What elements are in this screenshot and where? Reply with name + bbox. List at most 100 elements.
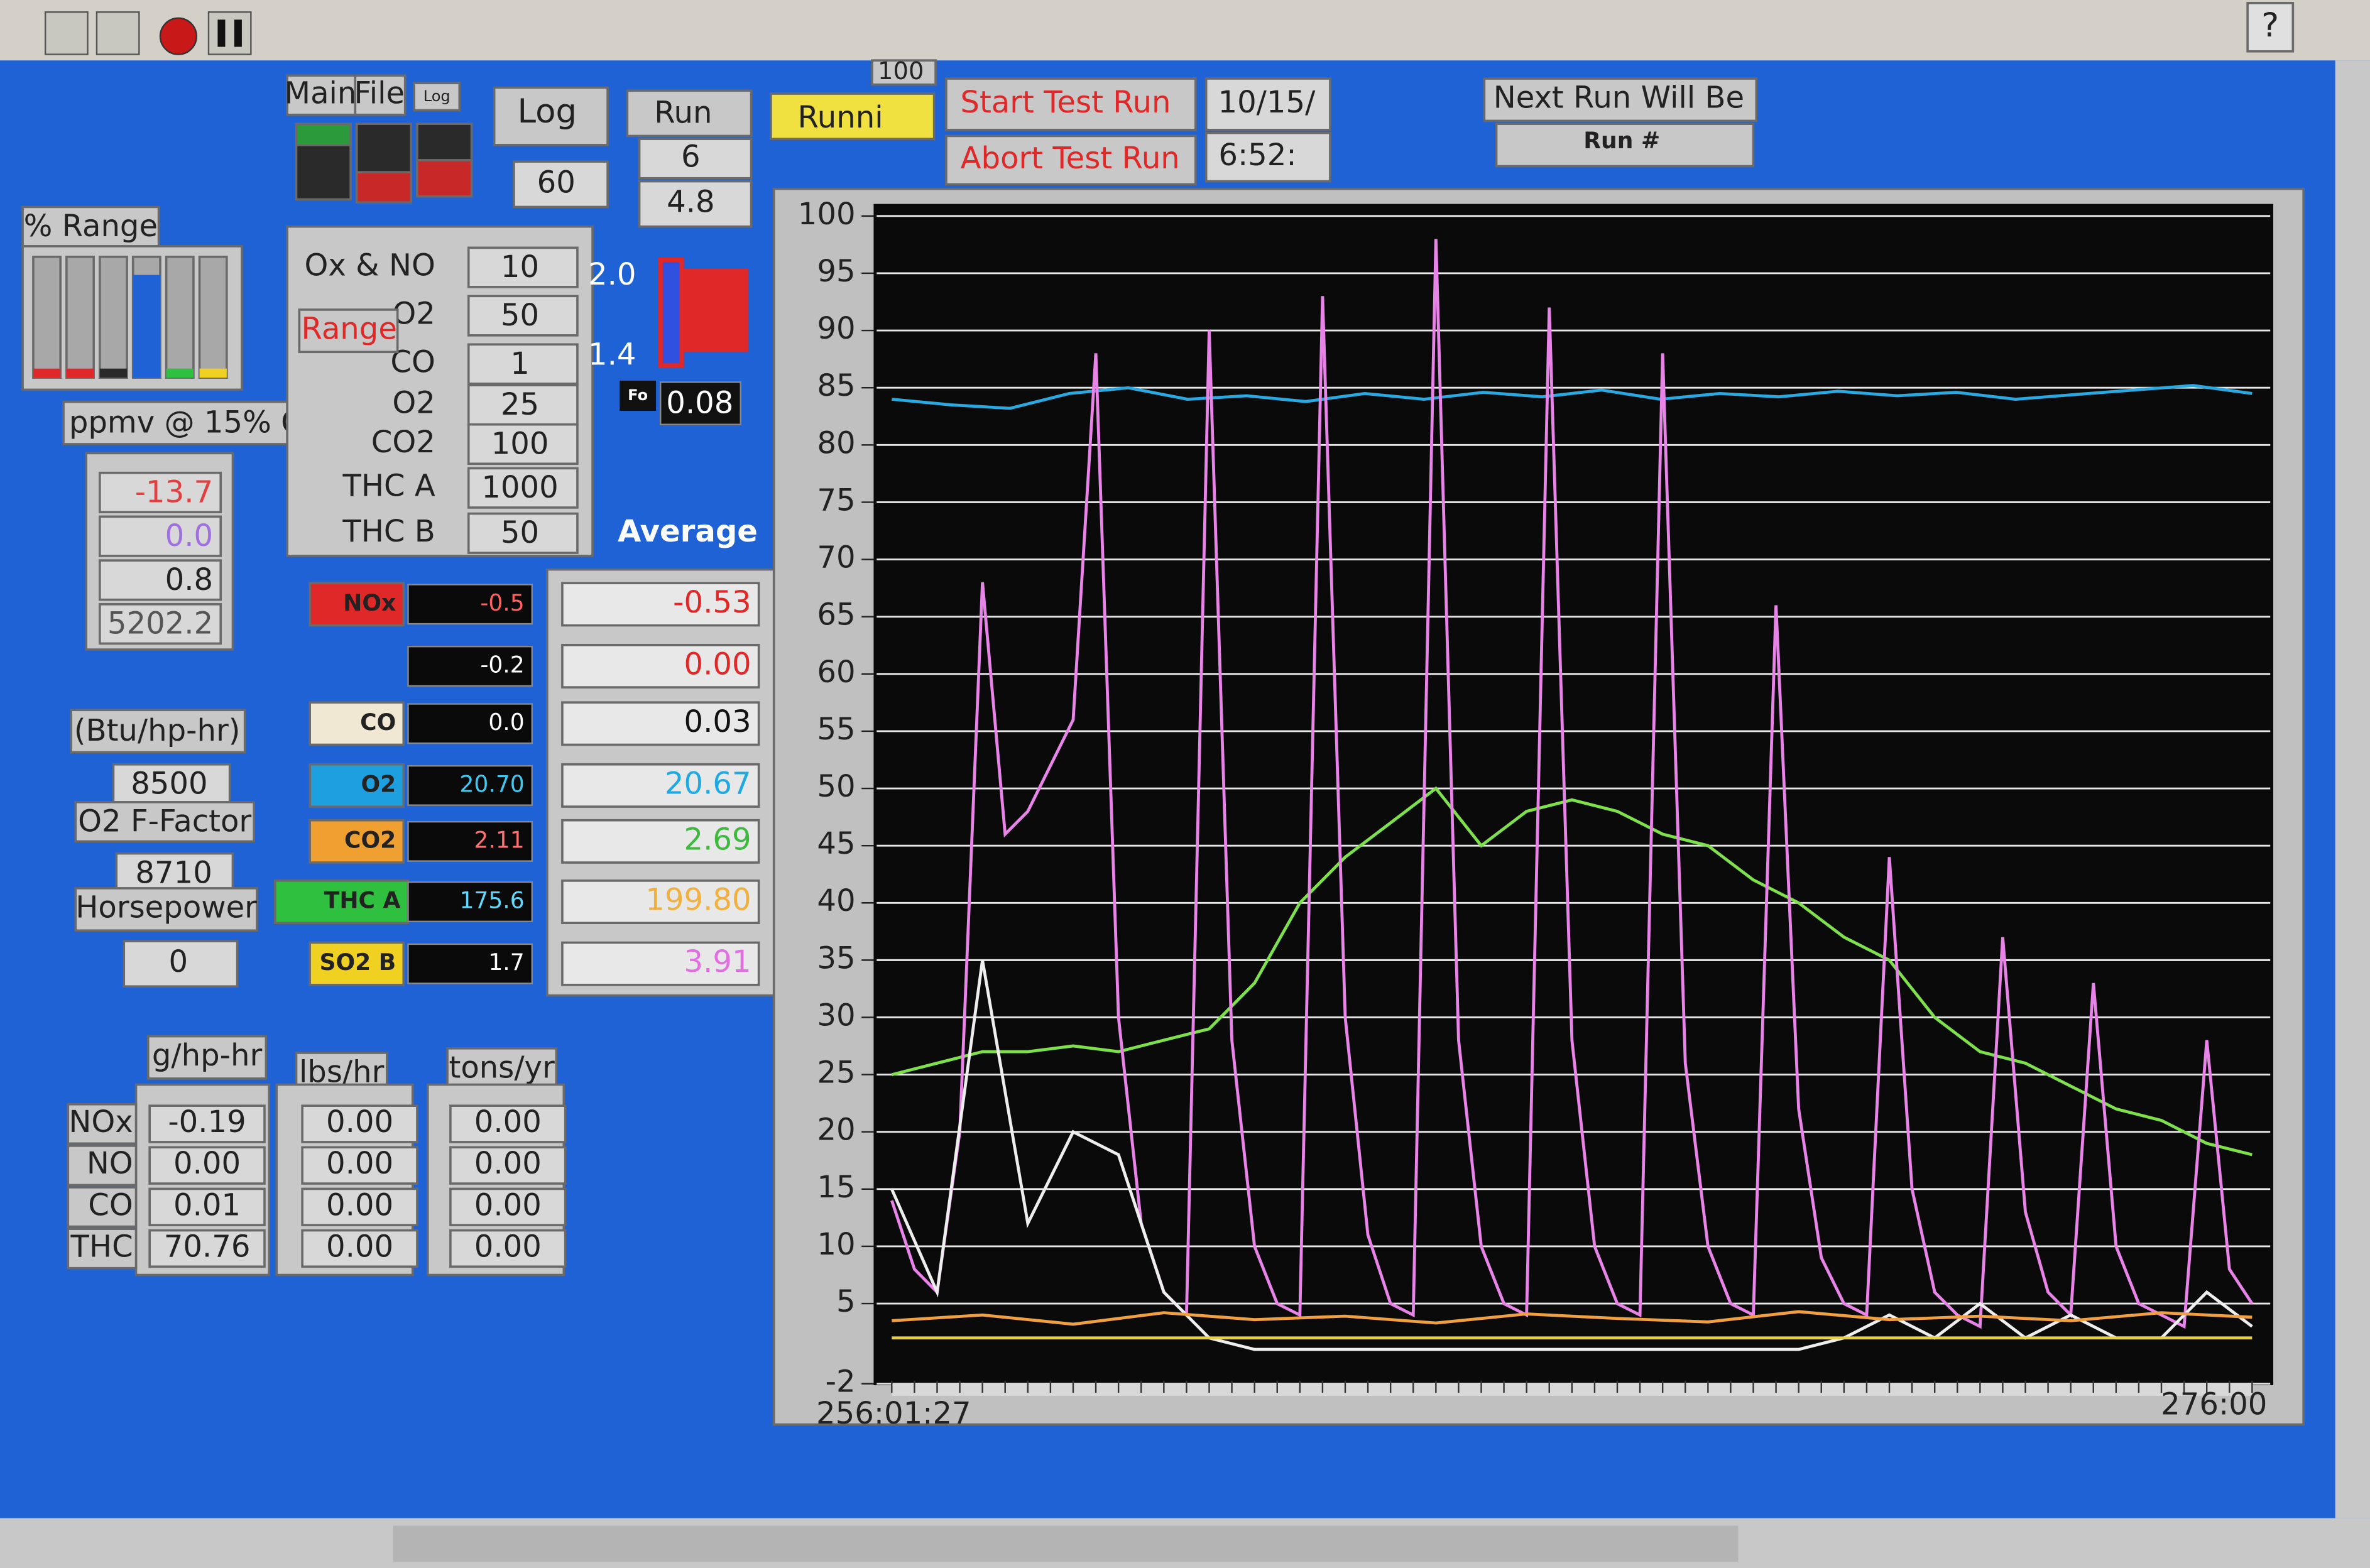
range-row-value: 100 (491, 426, 549, 461)
average-box (561, 819, 760, 864)
stop-icon[interactable] (159, 17, 197, 55)
emission-value: 0.00 (326, 1229, 393, 1264)
current-box (407, 943, 533, 984)
value-box (98, 515, 222, 557)
gas-current: -0.5 (480, 590, 524, 616)
gas-name: CO (360, 709, 396, 736)
horsepower-value: 0 (169, 944, 188, 979)
abort-button[interactable] (945, 134, 1197, 186)
gas-current: 1.7 (488, 949, 524, 976)
emission-value: 0.00 (474, 1104, 542, 1140)
date-value: 10/15/ (1218, 85, 1316, 120)
series-line (892, 1310, 2253, 1326)
row-label-box (67, 1186, 138, 1228)
row-label-box (67, 1228, 138, 1270)
run-number-value: 6 (681, 139, 701, 174)
row-label-box (67, 1102, 138, 1145)
menu-button[interactable] (354, 74, 407, 116)
emission-value: 0.00 (326, 1146, 393, 1181)
color-bar (658, 257, 684, 368)
average-box (561, 879, 760, 925)
toolbar (0, 0, 2370, 61)
counter (871, 59, 937, 86)
start-button[interactable] (945, 77, 1197, 131)
range-row-value: 10 (501, 249, 539, 285)
value-box (148, 1104, 266, 1143)
y-tick-label: -2 (826, 1364, 856, 1400)
column-header (146, 1035, 268, 1080)
range-row-label: O2 (392, 385, 435, 420)
y-tick-label: 30 (817, 998, 855, 1033)
range-row-value: 25 (501, 387, 539, 422)
factor-label-box (74, 887, 258, 932)
unit-label: ppmv @ 15% O2 (69, 405, 324, 440)
emission-value: 0.00 (326, 1104, 393, 1140)
y-tick-label: 90 (817, 311, 855, 346)
gas-average: 3.91 (684, 944, 751, 979)
run-value (638, 180, 753, 228)
run-button[interactable] (626, 89, 753, 138)
emission-value: 0.00 (474, 1146, 542, 1181)
range-row-value: 50 (501, 298, 539, 333)
x-label: 276:00 (2161, 1387, 2267, 1422)
range-input (467, 246, 579, 288)
range-bar-fill (66, 368, 94, 378)
log-interval-value: 60 (537, 165, 576, 200)
pause-icon[interactable] (207, 11, 252, 55)
value-box (449, 1104, 567, 1143)
fo-label: Fo (628, 386, 648, 404)
gas-current: 175.6 (459, 888, 524, 914)
current-box (407, 881, 533, 923)
scroll-thumb[interactable] (393, 1525, 1739, 1562)
gas-average: 0.03 (684, 704, 751, 739)
column-label: tons/yr (449, 1050, 555, 1085)
current-box (407, 645, 533, 687)
log-small-button[interactable] (413, 82, 461, 112)
range-input (467, 512, 579, 554)
average-box (561, 582, 760, 627)
range-row-value: 1 (510, 346, 530, 381)
gas-average: 20.67 (665, 766, 751, 801)
value-box (98, 559, 222, 601)
range-row-label: THC A (342, 469, 435, 504)
range-input (467, 295, 579, 337)
range-bar-fill (166, 368, 194, 378)
range-bar (65, 255, 95, 379)
log-interval (513, 160, 609, 209)
repeat-icon[interactable] (96, 11, 140, 55)
range-input (467, 467, 579, 509)
horsepower-label: Horsepower (75, 890, 257, 925)
range-overlay-label: Range (301, 312, 396, 347)
next-run (1483, 77, 1758, 122)
log-small-label: Log (423, 87, 451, 105)
indicator (416, 159, 473, 198)
log-button[interactable] (493, 86, 609, 146)
gas-name-box (309, 701, 405, 746)
pause-bar (234, 19, 242, 47)
y-tick-label: 45 (817, 826, 855, 861)
range-bar (198, 255, 228, 379)
row-label: NOx (68, 1104, 133, 1140)
indicator (295, 122, 352, 146)
series-line (892, 384, 2253, 410)
color-swatch (683, 269, 748, 352)
current-box (407, 765, 533, 806)
status-text: Runni (797, 100, 883, 135)
run-icon[interactable] (44, 11, 89, 55)
y-tick-label: 40 (817, 883, 855, 918)
help-button[interactable] (2246, 2, 2295, 53)
scale-value-box (660, 381, 741, 425)
gas-name: SO2 B (319, 949, 396, 976)
emission-value: 0.01 (173, 1187, 241, 1222)
value-box (148, 1229, 266, 1268)
y-tick-label: 60 (817, 655, 855, 690)
gas-average: 0.00 (684, 646, 751, 682)
pause-bar (217, 19, 226, 47)
next-run-value: Run # (1583, 128, 1660, 154)
emission-value: 0.00 (326, 1187, 393, 1222)
gas-name: CO2 (344, 827, 396, 853)
scrollbar[interactable] (2335, 60, 2370, 1518)
main-label: Main (285, 75, 357, 111)
value-box (301, 1187, 418, 1226)
